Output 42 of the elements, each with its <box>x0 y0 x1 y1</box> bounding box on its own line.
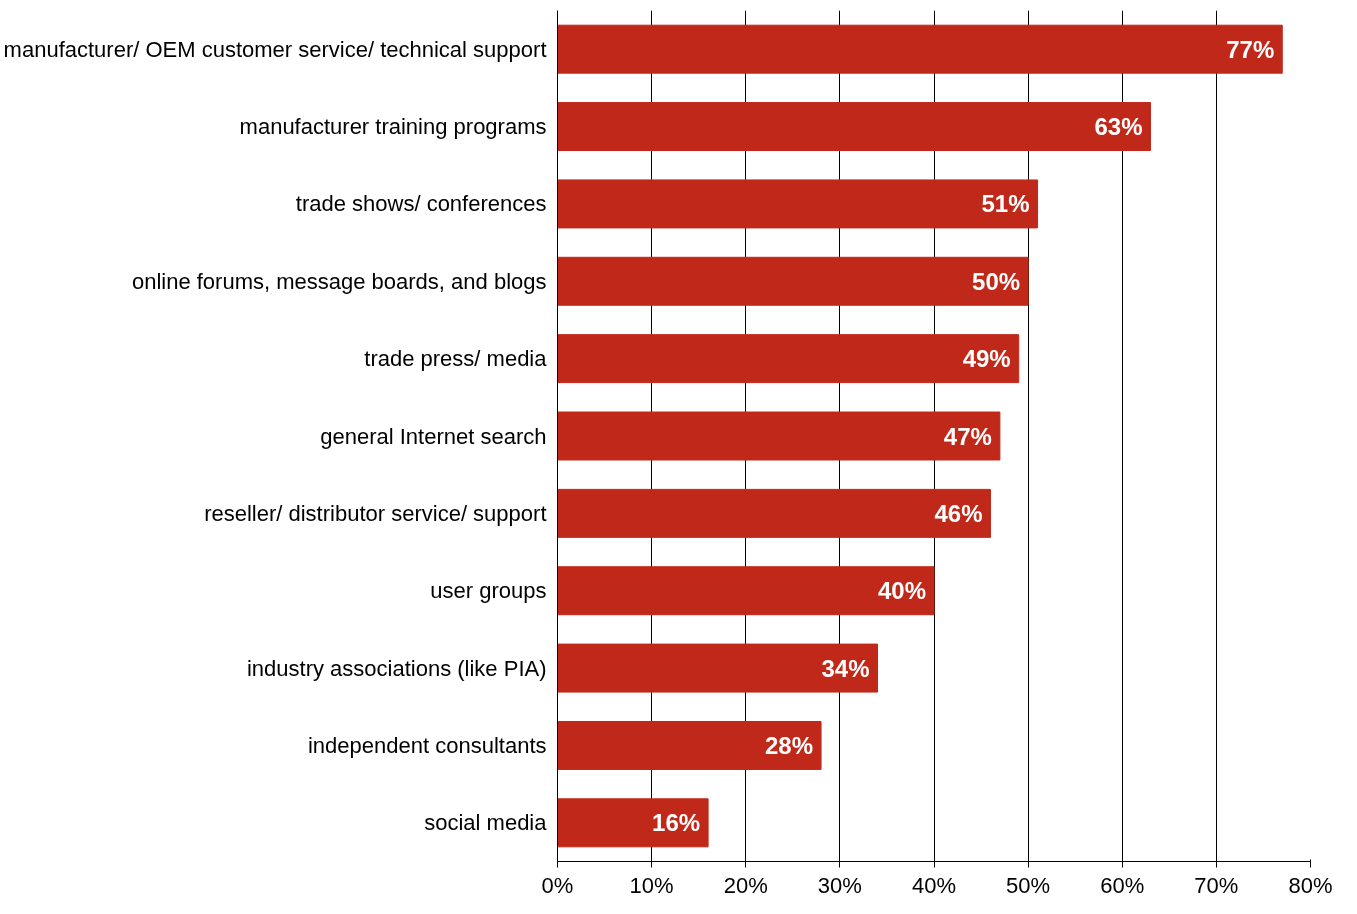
y-tick-label: general Internet search <box>320 423 547 449</box>
bar <box>557 102 1151 152</box>
y-tick-label: manufacturer training programs <box>239 114 547 140</box>
bar <box>557 566 935 616</box>
bar <box>557 334 1020 384</box>
bar <box>557 24 1283 74</box>
y-tick-label: industry associations (like PIA) <box>246 655 547 681</box>
data-label: 49% <box>962 345 1011 373</box>
data-label: 16% <box>652 809 701 837</box>
bar <box>557 256 1029 306</box>
data-label: 47% <box>943 422 992 450</box>
y-tick-label: user groups <box>430 578 547 604</box>
x-tick-label: 60% <box>1100 872 1145 898</box>
y-tick-label: trade press/ media <box>364 346 548 372</box>
y-tick-label: social media <box>424 810 548 836</box>
data-label: 77% <box>1226 35 1275 63</box>
bar <box>557 488 991 538</box>
y-tick-label: independent consultants <box>307 732 547 758</box>
data-label: 46% <box>934 499 983 527</box>
data-label: 51% <box>981 190 1030 218</box>
data-label: 40% <box>877 577 927 605</box>
x-tick-label: 0% <box>541 872 574 898</box>
x-tick-label: 20% <box>723 872 768 898</box>
y-tick-label: online forums, message boards, and blogs <box>131 268 547 294</box>
y-tick-label: reseller/ distributor service/ support <box>204 500 547 526</box>
x-tick-label: 80% <box>1288 872 1333 898</box>
x-tick-label: 70% <box>1194 872 1239 898</box>
bar <box>557 643 879 693</box>
x-tick-label: 40% <box>911 872 957 898</box>
bar <box>557 720 822 770</box>
bar <box>557 179 1039 229</box>
data-label: 63% <box>1094 113 1143 141</box>
x-tick-label: 50% <box>1006 872 1051 898</box>
bar <box>557 411 1001 461</box>
x-tick-label: 30% <box>817 872 862 898</box>
bar <box>557 798 709 848</box>
y-tick-label: manufacturer/ OEM customer service/ technical support <box>3 36 547 62</box>
y-tick-label: trade shows/ conferences <box>295 191 547 217</box>
x-tick-label: 10% <box>629 872 674 898</box>
data-label: 28% <box>765 731 814 759</box>
data-label: 50% <box>972 267 1021 295</box>
data-label: 34% <box>821 654 870 682</box>
